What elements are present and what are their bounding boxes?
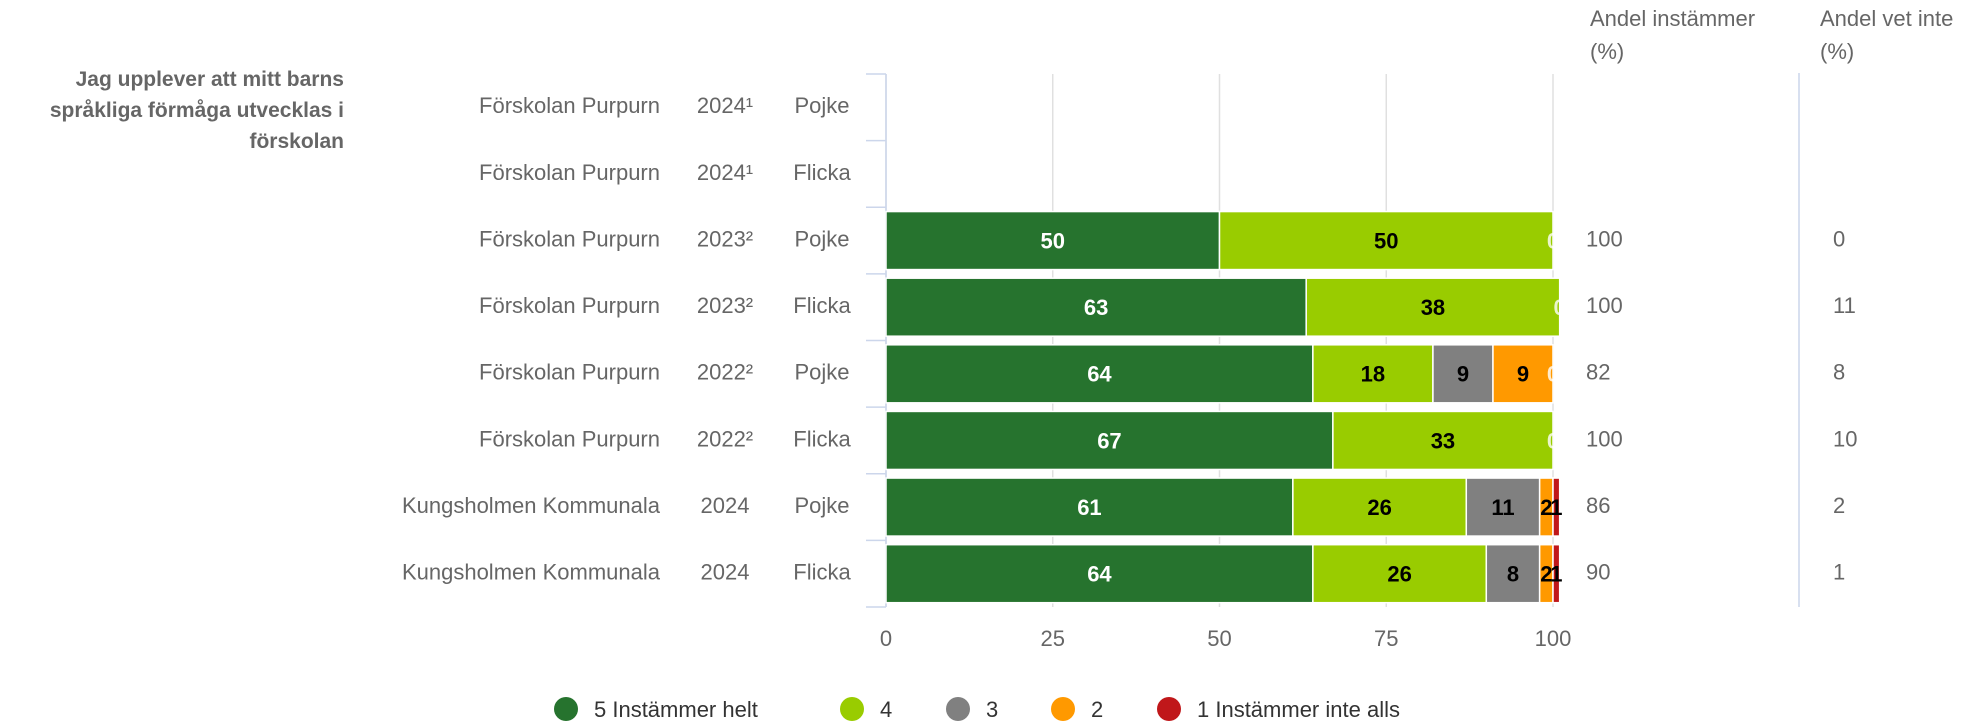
y-tick-label: Förskolan Purpurn	[479, 360, 660, 385]
data-label: 50	[1374, 228, 1398, 253]
y-tick-label: Pojke	[794, 93, 849, 118]
bar-segment	[1552, 543, 1561, 604]
data-label: 26	[1387, 562, 1411, 587]
column-value: 82	[1586, 360, 1610, 385]
bar-segment	[885, 543, 1314, 604]
x-tick-label: 50	[1207, 626, 1231, 651]
y-tick-label: Förskolan Purpurn	[479, 160, 660, 185]
data-label: 9	[1457, 362, 1469, 387]
y-tick-label: Flicka	[793, 160, 851, 185]
data-label: 9	[1517, 362, 1529, 387]
y-tick-label: Förskolan Purpurn	[479, 426, 660, 451]
legend-marker	[1051, 697, 1075, 721]
data-label: 33	[1431, 428, 1455, 453]
column-value: 1	[1833, 560, 1845, 585]
y-tick-label: Pojke	[794, 226, 849, 251]
bar-segment	[1218, 210, 1554, 271]
bar-segment	[1312, 543, 1488, 604]
bar-segment	[1305, 277, 1561, 337]
x-tick-label: 75	[1374, 626, 1398, 651]
data-label: 64	[1087, 562, 1112, 587]
column-value: 11	[1833, 293, 1856, 318]
legend-marker	[840, 697, 864, 721]
data-label: 2	[1540, 495, 1552, 520]
y-tick-label: 2024	[701, 560, 750, 585]
column-header: Andel vet inte (%)	[1820, 6, 1954, 64]
bar-segment	[1432, 344, 1494, 404]
legend-label: 4	[880, 697, 892, 722]
x-tick-label: 100	[1535, 626, 1572, 651]
y-tick-label: Flicka	[793, 293, 851, 318]
y-tick-label: Flicka	[793, 426, 851, 451]
bar-segment	[885, 477, 1294, 537]
data-label: 1	[1550, 562, 1562, 587]
bar-segment	[1332, 410, 1554, 471]
legend-marker	[554, 697, 578, 721]
bar-segment	[885, 410, 1334, 471]
column-value: 100	[1586, 226, 1623, 251]
x-tick-label: 0	[880, 626, 892, 651]
column-value: 100	[1586, 293, 1623, 318]
y-tick-label: Förskolan Purpurn	[479, 293, 660, 318]
legend-marker	[946, 697, 970, 721]
column-value: 0	[1833, 226, 1845, 251]
data-label: 50	[1041, 228, 1065, 253]
y-tick-label: 2023²	[697, 226, 753, 251]
data-label: 0	[1547, 362, 1559, 387]
column-value: 86	[1586, 493, 1610, 518]
data-label: 11	[1491, 495, 1514, 520]
legend-label: 2	[1091, 697, 1103, 722]
column-value: 100	[1586, 426, 1623, 451]
y-tick-label: Förskolan Purpurn	[479, 226, 660, 251]
y-tick-label: Kungsholmen Kommunala	[402, 493, 661, 518]
data-label: 8	[1507, 562, 1519, 587]
column-value: 90	[1586, 560, 1610, 585]
data-label: 0	[1554, 295, 1566, 320]
y-tick-label: 2022²	[697, 426, 753, 451]
column-value: 2	[1833, 493, 1845, 518]
y-tick-label: 2022²	[697, 360, 753, 385]
y-tick-label: 2023²	[697, 293, 753, 318]
y-tick-label: Flicka	[793, 560, 851, 585]
y-tick-label: Pojke	[794, 360, 849, 385]
y-tick-label: 2024¹	[697, 93, 753, 118]
y-tick-label: Förskolan Purpurn	[479, 93, 660, 118]
x-tick-label: 25	[1041, 626, 1065, 651]
data-label: 1	[1550, 495, 1562, 520]
legend-label: 1 Instämmer inte alls	[1197, 697, 1400, 722]
column-value: 8	[1833, 360, 1845, 385]
column-value: 10	[1833, 426, 1857, 451]
legend-label: 3	[986, 697, 998, 722]
data-label: 67	[1097, 428, 1121, 453]
bar-segment	[1465, 477, 1541, 537]
bar-segment	[1312, 344, 1434, 404]
bar-segment	[885, 277, 1307, 337]
legend-label: 5 Instämmer helt	[594, 697, 758, 722]
data-label: 63	[1084, 295, 1108, 320]
bar-segment	[1492, 344, 1554, 404]
bar-segment	[1292, 477, 1468, 537]
bar-segment	[885, 344, 1314, 404]
bar-segment	[1552, 477, 1561, 537]
legend-marker	[1157, 697, 1181, 721]
data-label: 38	[1421, 295, 1445, 320]
data-label: 26	[1367, 495, 1391, 520]
data-label: 64	[1087, 362, 1112, 387]
y-tick-label: Pojke	[794, 493, 849, 518]
y-tick-label: 2024¹	[697, 160, 753, 185]
data-label: 18	[1361, 362, 1385, 387]
data-label: 61	[1077, 495, 1101, 520]
chart-title: Jag upplever att mitt barns språkliga fö…	[49, 68, 344, 153]
y-tick-label: 2024	[701, 493, 750, 518]
data-label: 2	[1540, 562, 1552, 587]
data-label: 0	[1547, 428, 1559, 453]
y-tick-label: Kungsholmen Kommunala	[402, 560, 661, 585]
column-header: Andel instämmer (%)	[1590, 6, 1756, 64]
data-label: 0	[1547, 228, 1559, 253]
